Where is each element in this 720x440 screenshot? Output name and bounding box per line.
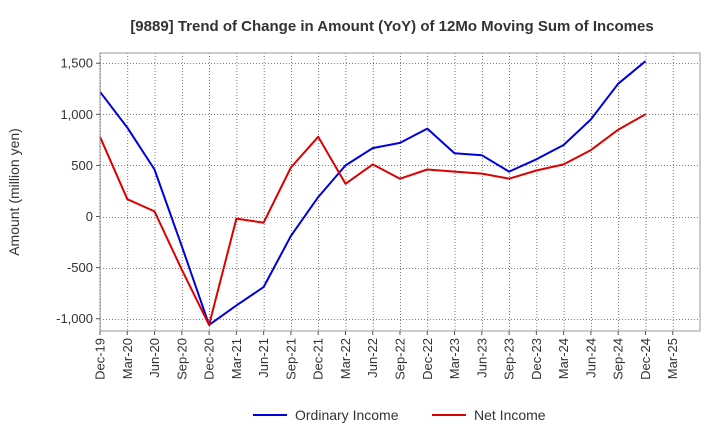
series-line-net-income bbox=[99, 113, 646, 326]
series-line-ordinary-income bbox=[99, 60, 647, 326]
y-tick-label: -1,000 bbox=[56, 311, 93, 326]
x-tick-label: Dec-19 bbox=[93, 338, 108, 380]
y-tick-label: 1,500 bbox=[60, 56, 93, 71]
x-tick-label: Sep-23 bbox=[502, 338, 517, 380]
grid bbox=[100, 53, 700, 331]
series-lines bbox=[99, 60, 647, 326]
x-tick-label: Jun-21 bbox=[256, 338, 271, 378]
x-tick-label: Mar-22 bbox=[338, 338, 353, 379]
x-tick-label: Dec-22 bbox=[420, 338, 435, 380]
y-axis-label: Amount (million yen) bbox=[6, 128, 22, 256]
y-tick-label: 500 bbox=[71, 158, 93, 173]
legend: Ordinary Income Net Income bbox=[253, 407, 546, 423]
x-tick-label: Mar-24 bbox=[556, 338, 571, 379]
x-tick-label: Dec-20 bbox=[202, 338, 217, 380]
x-tick-label: Dec-23 bbox=[529, 338, 544, 380]
chart-title: [9889] Trend of Change in Amount (YoY) o… bbox=[130, 18, 653, 35]
x-tick-label: Jun-20 bbox=[147, 338, 162, 378]
x-tick-label: Mar-21 bbox=[229, 338, 244, 379]
x-tick-label: Sep-20 bbox=[174, 338, 189, 380]
x-tick-label: Mar-25 bbox=[665, 338, 680, 379]
x-tick-label: Jun-23 bbox=[474, 338, 489, 378]
x-tick-label: Dec-24 bbox=[638, 338, 653, 380]
x-tick-label: Sep-24 bbox=[611, 338, 626, 380]
x-tick-label: Jun-22 bbox=[365, 338, 380, 378]
x-tick-label: Sep-22 bbox=[393, 338, 408, 380]
y-tick-label: 0 bbox=[86, 209, 93, 224]
y-tick-label: 1,000 bbox=[60, 107, 93, 122]
y-tick-label: -500 bbox=[67, 260, 93, 275]
legend-label: Ordinary Income bbox=[295, 407, 399, 423]
x-tick-label: Mar-20 bbox=[120, 338, 135, 379]
x-tick-label: Jun-24 bbox=[583, 338, 598, 378]
x-axis-ticks: Dec-19 Mar-20 Jun-20 Sep-20 Dec-20 Mar-21 Jun-… bbox=[93, 331, 680, 380]
legend-label: Net Income bbox=[474, 407, 546, 423]
x-tick-label: Dec-21 bbox=[311, 338, 326, 380]
y-axis-ticks: -1,000 -500 0 500 1,000 1,500 bbox=[56, 56, 100, 326]
x-tick-label: Sep-21 bbox=[283, 338, 298, 380]
x-tick-label: Mar-23 bbox=[447, 338, 462, 379]
